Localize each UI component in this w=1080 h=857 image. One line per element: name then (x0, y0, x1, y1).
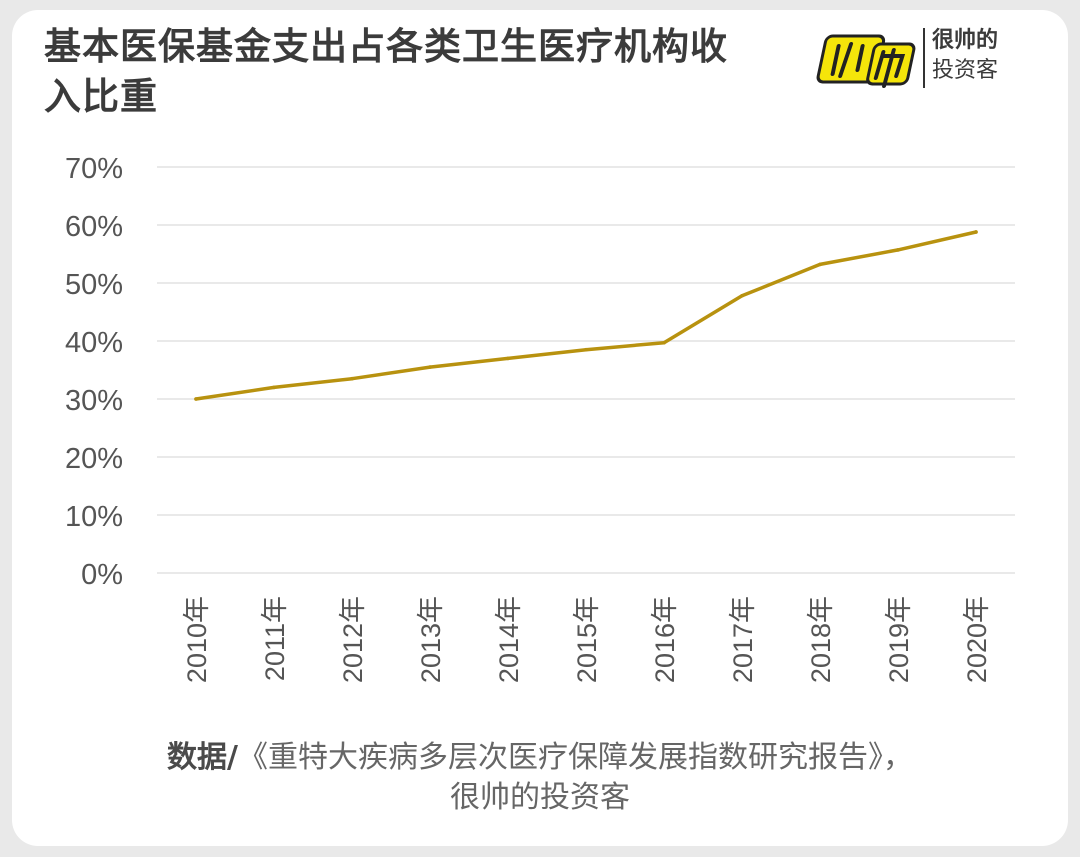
source-text-line1: 《重特大疾病多层次医疗保障发展指数研究报告》， (237, 740, 913, 775)
data-point (584, 347, 588, 352)
x-tick-label: 2020年 (962, 596, 992, 683)
data-point (818, 262, 822, 267)
brand-line1: 很帅的 (932, 28, 999, 53)
brand-line2: 投资客 (932, 58, 999, 83)
data-point (896, 248, 900, 252)
source-text-line2: 很帅的投资客 (450, 780, 630, 815)
x-tick-label: 2014年 (494, 596, 524, 683)
line-chart: 0% 10% 20% 30% 40% 50% 60% 70% 2010年 2011年 2012年 20… (65, 153, 1015, 683)
x-tick-label: 2011年 (260, 596, 290, 681)
y-tick-label: 10% (65, 501, 123, 533)
y-tick-label: 50% (65, 269, 123, 301)
y-tick-label: 30% (65, 385, 123, 417)
source-label: 数据/ (167, 740, 238, 775)
y-tick-label: 40% (65, 327, 123, 359)
data-point (506, 356, 510, 361)
x-tick-label: 2012年 (338, 596, 368, 683)
x-tick-label: 2013年 (416, 596, 446, 683)
data-point (194, 397, 198, 401)
x-tick-label: 2017年 (728, 596, 758, 683)
y-tick-label: 20% (65, 443, 123, 475)
data-point (662, 340, 666, 345)
x-tick-label: 2018年 (806, 596, 836, 683)
y-tick-label: 70% (65, 153, 123, 185)
page-title: 基本医保基金支出占各类卫生医疗机构收入比重 (44, 25, 728, 118)
data-point (740, 293, 744, 298)
brand-name: 很帅的 投资客 (932, 26, 998, 86)
data-point (350, 376, 354, 381)
x-tick-label: 2010年 (182, 596, 212, 683)
x-tick-label: 2019年 (884, 596, 914, 683)
y-tick-label: 60% (65, 211, 123, 243)
data-point (272, 385, 276, 390)
y-tick-label: 0% (81, 559, 123, 591)
data-point (974, 230, 978, 234)
x-tick-label: 2016年 (650, 596, 680, 683)
x-tick-label: 2015年 (572, 596, 602, 683)
chart-card (12, 10, 1068, 846)
brand-logo-icon (816, 28, 925, 88)
source-note: 数据/《重特大疾病多层次医疗保障发展指数研究报告》， 很帅的投资客 (0, 738, 1080, 818)
series-line (194, 230, 978, 401)
data-point (428, 365, 432, 369)
